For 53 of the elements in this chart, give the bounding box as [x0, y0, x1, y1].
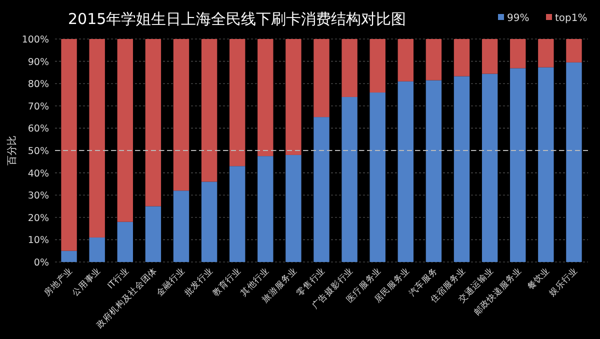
- bar: [145, 206, 162, 262]
- bar: [566, 62, 582, 262]
- y-tick-label: 100%: [22, 34, 49, 46]
- bar: [145, 39, 162, 206]
- bar: [286, 154, 302, 262]
- bar: [426, 80, 442, 262]
- y-tick-label: 40%: [28, 168, 49, 180]
- bar: [258, 156, 274, 262]
- bar: [229, 39, 246, 166]
- bar: [258, 39, 274, 156]
- bar: [538, 39, 554, 68]
- bar: [201, 39, 218, 182]
- bar: [398, 39, 414, 82]
- y-tick-label: 20%: [28, 212, 49, 224]
- bar: [314, 39, 330, 118]
- y-tick-label: 10%: [28, 235, 49, 246]
- bar: [314, 117, 330, 262]
- chart-title: 2015年学姐生日上海全民线下刷卡消费结构对比图: [68, 10, 406, 28]
- y-axis-title: 百分比: [6, 136, 18, 166]
- bar: [201, 182, 218, 262]
- bar: [426, 39, 442, 80]
- bar: [117, 222, 133, 262]
- bar: [398, 81, 414, 262]
- bar: [482, 74, 498, 262]
- y-tick-label: 50%: [28, 146, 49, 157]
- bar: [173, 190, 190, 262]
- legend-label: 99%: [507, 13, 530, 24]
- y-tick-label: 90%: [28, 56, 49, 68]
- legend-label: top1%: [555, 13, 588, 24]
- bar: [342, 39, 358, 97]
- bar: [342, 96, 358, 262]
- bar: [89, 39, 105, 238]
- y-tick-label: 0%: [34, 258, 49, 268]
- bar: [117, 39, 133, 222]
- bar: [538, 67, 554, 262]
- bar: [510, 39, 526, 68]
- bar: [286, 39, 302, 155]
- y-tick-label: 30%: [28, 190, 49, 202]
- y-tick-label: 80%: [28, 79, 49, 90]
- bar: [510, 68, 526, 262]
- bar: [61, 250, 77, 262]
- y-tick-label: 70%: [28, 101, 49, 112]
- bar: [229, 166, 246, 262]
- bar: [89, 237, 105, 262]
- bar: [173, 39, 190, 191]
- bar: [454, 76, 470, 262]
- bar: [566, 39, 582, 62]
- y-tick-label: 60%: [28, 124, 49, 135]
- bar: [482, 39, 498, 74]
- bar: [61, 39, 77, 251]
- bar: [454, 39, 470, 76]
- bar: [370, 92, 386, 262]
- bar: [370, 39, 386, 93]
